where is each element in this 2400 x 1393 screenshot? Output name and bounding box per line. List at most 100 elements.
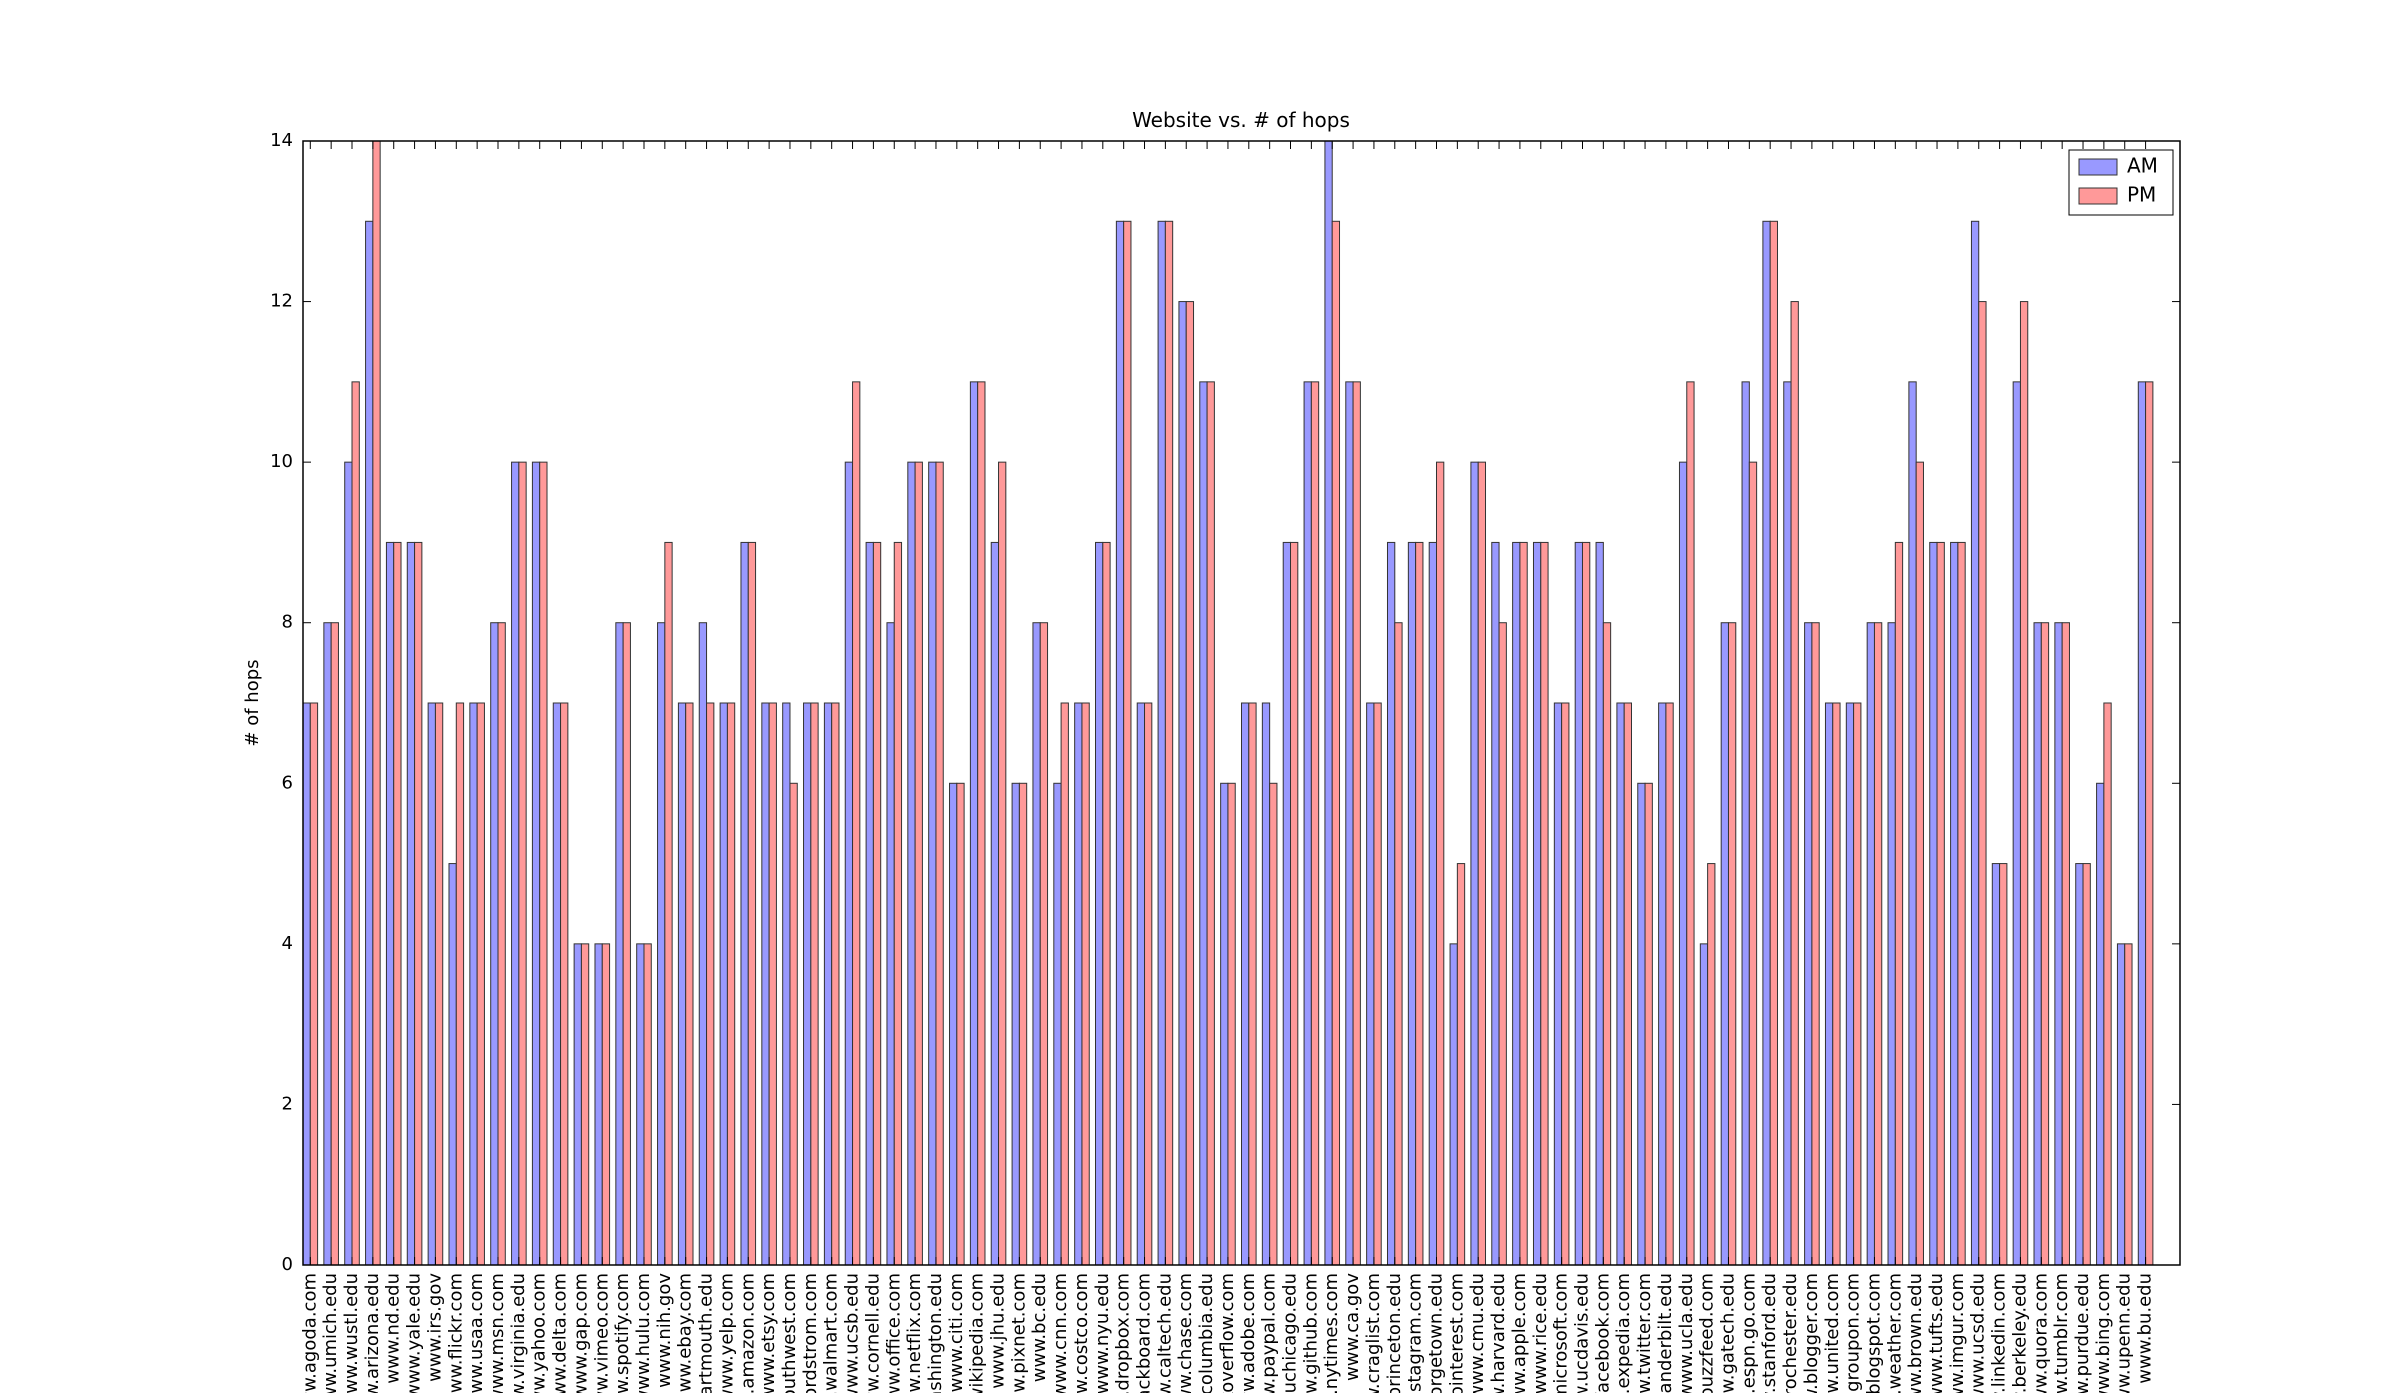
bar <box>1540 541 1549 1266</box>
bar <box>685 702 694 1266</box>
bar <box>1595 541 1604 1266</box>
x-tick-label: www.gatech.edu <box>1717 1273 1738 1393</box>
bar <box>448 863 457 1266</box>
bar <box>1637 782 1646 1266</box>
bar <box>1970 220 1980 1266</box>
x-tick-label: www.chase.com <box>1175 1273 1196 1393</box>
x-tick-label: www.southwest.com <box>779 1273 800 1393</box>
x-tick-label: www.buzzfeed.com <box>1697 1273 1718 1393</box>
bar <box>1824 702 1834 1266</box>
bar <box>643 943 652 1266</box>
plot-frame <box>302 140 2181 1266</box>
bar <box>935 461 944 1266</box>
bar <box>1894 541 1904 1266</box>
bar <box>657 622 666 1266</box>
bar <box>1936 541 1945 1266</box>
bar <box>469 702 478 1266</box>
bar <box>1227 782 1236 1266</box>
x-tick-label: www.hulu.com <box>633 1273 654 1393</box>
bar <box>1456 863 1466 1266</box>
bar <box>1352 381 1361 1266</box>
x-tick-label: www.washington.edu <box>925 1273 946 1393</box>
bar <box>1519 541 1528 1266</box>
x-tick-label: www.pinterest.com <box>1446 1273 1467 1393</box>
bar <box>1748 461 1758 1266</box>
bar <box>1783 381 1792 1266</box>
bar <box>1929 541 1938 1266</box>
bar <box>872 541 882 1266</box>
x-tick-label: www.nordstrom.com <box>800 1273 821 1393</box>
bar <box>1407 541 1417 1266</box>
legend-label: AM <box>2127 154 2158 178</box>
x-tick-label: www.linkedin.com <box>1989 1273 2010 1393</box>
x-tick-label: www.weather.com <box>1884 1273 1905 1393</box>
x-tick-label: www.expedia.com <box>1613 1273 1634 1393</box>
bar <box>831 702 840 1266</box>
y-tick-label: 0 <box>282 1254 293 1275</box>
bar <box>1206 381 1215 1266</box>
bar <box>393 541 402 1266</box>
bar <box>406 541 416 1266</box>
x-tick-label: www.caltech.edu <box>1154 1273 1175 1393</box>
bar <box>1477 461 1487 1266</box>
bar <box>664 541 673 1266</box>
bar <box>351 381 360 1266</box>
bar <box>1415 541 1424 1266</box>
bar <box>2033 622 2042 1266</box>
bar <box>1290 541 1299 1266</box>
x-tick-label: www.adobe.com <box>1238 1273 1259 1393</box>
bar <box>1707 863 1716 1266</box>
bar <box>1553 702 1563 1266</box>
bar <box>1345 381 1354 1266</box>
x-tick-label: www.ucsb.edu <box>842 1273 863 1393</box>
x-tick-label: www.uchicago.edu <box>1280 1273 1301 1393</box>
bar <box>1915 461 1924 1266</box>
bar <box>427 702 436 1266</box>
x-tick-label: www.etsy.com <box>758 1273 779 1393</box>
y-tick-label: 12 <box>270 291 293 312</box>
bar <box>2145 381 2154 1266</box>
bar <box>1435 461 1445 1266</box>
bar <box>719 702 728 1266</box>
x-tick-label: www.dropbox.com <box>1113 1273 1134 1393</box>
bar <box>789 782 798 1266</box>
bar <box>1081 702 1090 1266</box>
bar <box>1811 622 1820 1266</box>
bar <box>1185 301 1195 1266</box>
x-tick-label: www.yale.edu <box>404 1273 425 1393</box>
bar <box>1282 541 1292 1266</box>
x-tick-label: www.ebay.com <box>675 1273 696 1393</box>
y-axis-label: # of hops <box>242 659 263 746</box>
bar <box>2040 622 2050 1266</box>
bar <box>1011 782 1020 1266</box>
x-tick-label: www.costco.com <box>1071 1273 1092 1393</box>
x-tick-label: www.citi.com <box>946 1273 967 1392</box>
x-tick-label: www.tumblr.com <box>2051 1273 2072 1393</box>
bar <box>1324 140 1333 1266</box>
bar <box>1164 220 1174 1266</box>
bar <box>365 220 374 1266</box>
y-tick-label: 14 <box>270 130 293 151</box>
bar <box>2116 943 2126 1266</box>
bar <box>1686 381 1695 1266</box>
bar <box>511 461 520 1266</box>
bar <box>1178 301 1187 1266</box>
bar <box>1303 381 1312 1266</box>
bar <box>1804 622 1813 1266</box>
bar <box>1102 541 1111 1266</box>
bar <box>1032 622 1041 1266</box>
y-tick-label: 4 <box>282 933 293 954</box>
x-tick-label: www.yahoo.com <box>529 1273 550 1393</box>
x-tick-label: www.nd.edu <box>383 1273 404 1384</box>
bar <box>1512 541 1521 1266</box>
bar <box>810 702 819 1266</box>
bar <box>1261 702 1271 1266</box>
x-tick-label: www.ucdavis.edu <box>1571 1273 1592 1393</box>
x-tick-label: www.harvard.edu <box>1488 1273 1509 1393</box>
bar <box>385 541 395 1266</box>
bar <box>434 702 444 1266</box>
bar <box>490 622 499 1266</box>
x-tick-label: www.purdue.edu <box>2072 1273 2093 1393</box>
x-tick-label: www.irs.gov <box>424 1273 445 1382</box>
bar <box>2082 863 2091 1266</box>
